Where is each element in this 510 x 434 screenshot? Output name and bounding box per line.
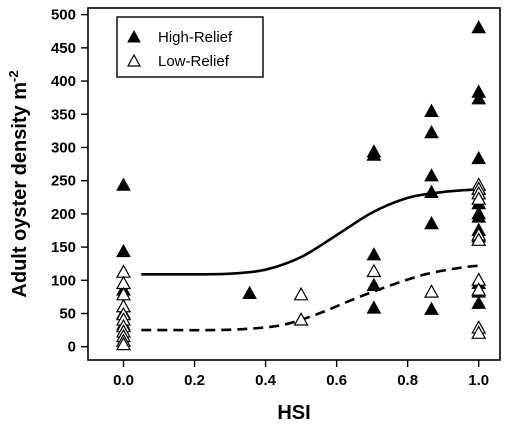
y-tick-label: 0	[68, 339, 76, 356]
y-tick-label: 300	[51, 139, 76, 156]
point-low-relief	[471, 191, 487, 205]
y-tick-label: 250	[51, 173, 76, 190]
y-axis-title-main: Adult oyster density m	[9, 82, 31, 298]
point-high-relief	[116, 177, 131, 191]
y-tick-label: 400	[51, 73, 76, 90]
point-high-relief	[424, 124, 439, 139]
legend: High-Relief Low-Relief	[116, 16, 264, 78]
point-high-relief	[366, 247, 382, 261]
point-high-relief	[471, 91, 487, 105]
point-high-relief	[424, 184, 439, 198]
y-tick-label: 200	[51, 206, 76, 223]
point-high-relief	[242, 285, 257, 299]
legend-box	[116, 16, 264, 78]
fit-curves	[141, 188, 479, 332]
y-tick-label: 150	[51, 239, 76, 256]
legend-marker-high-relief	[127, 29, 141, 43]
plot-frame	[87, 7, 501, 361]
point-high-relief	[471, 209, 487, 223]
axis-ticks: 0.0 0.2 0.4 0.6 0.8 1.0 0 50 100 150 200 250 300 350 4…	[51, 7, 489, 389]
y-tick-label: 450	[51, 40, 76, 57]
x-tick-label: 0.4	[255, 372, 277, 389]
data-points	[115, 20, 487, 351]
legend-label-low-relief: Low-Relief	[158, 53, 230, 70]
point-low-relief	[293, 312, 309, 326]
y-axis-title-superscript: -2	[6, 70, 21, 82]
fit-curve-low-relief	[141, 264, 479, 332]
point-low-relief	[471, 282, 487, 296]
point-high-relief	[424, 168, 439, 182]
point-high-relief	[424, 301, 439, 315]
fit-curve-high-relief	[141, 188, 479, 276]
point-low-relief	[115, 336, 132, 351]
point-high-relief	[471, 295, 487, 309]
point-high-relief	[366, 277, 382, 291]
x-tick-label: 0.6	[326, 372, 347, 389]
x-axis-title: HSI	[277, 402, 310, 424]
point-high-relief	[471, 20, 487, 34]
y-tick-label: 350	[51, 106, 76, 123]
x-tick-label: 1.0	[468, 372, 489, 389]
x-tick-label: 0.0	[113, 372, 134, 389]
point-low-relief	[366, 263, 382, 278]
point-low-relief	[115, 264, 132, 278]
point-high-relief	[471, 150, 487, 165]
point-low-relief	[471, 325, 487, 339]
legend-marker-low-relief	[126, 53, 142, 67]
y-tick-label: 500	[51, 7, 76, 24]
point-high-relief	[366, 300, 382, 314]
x-tick-label: 0.8	[397, 372, 418, 389]
point-low-relief	[471, 232, 487, 246]
point-high-relief	[116, 243, 131, 258]
point-low-relief	[423, 284, 440, 298]
y-tick-label: 100	[51, 272, 76, 289]
legend-label-high-relief: High-Relief	[158, 29, 233, 46]
point-high-relief	[424, 215, 439, 230]
point-low-relief	[293, 286, 309, 301]
y-axis-title: Adult oyster density m-2	[6, 70, 31, 297]
point-high-relief	[366, 147, 382, 161]
y-tick-label: 50	[59, 306, 76, 323]
point-high-relief	[424, 103, 439, 117]
x-tick-label: 0.2	[184, 372, 205, 389]
point-low-relief	[115, 275, 132, 290]
